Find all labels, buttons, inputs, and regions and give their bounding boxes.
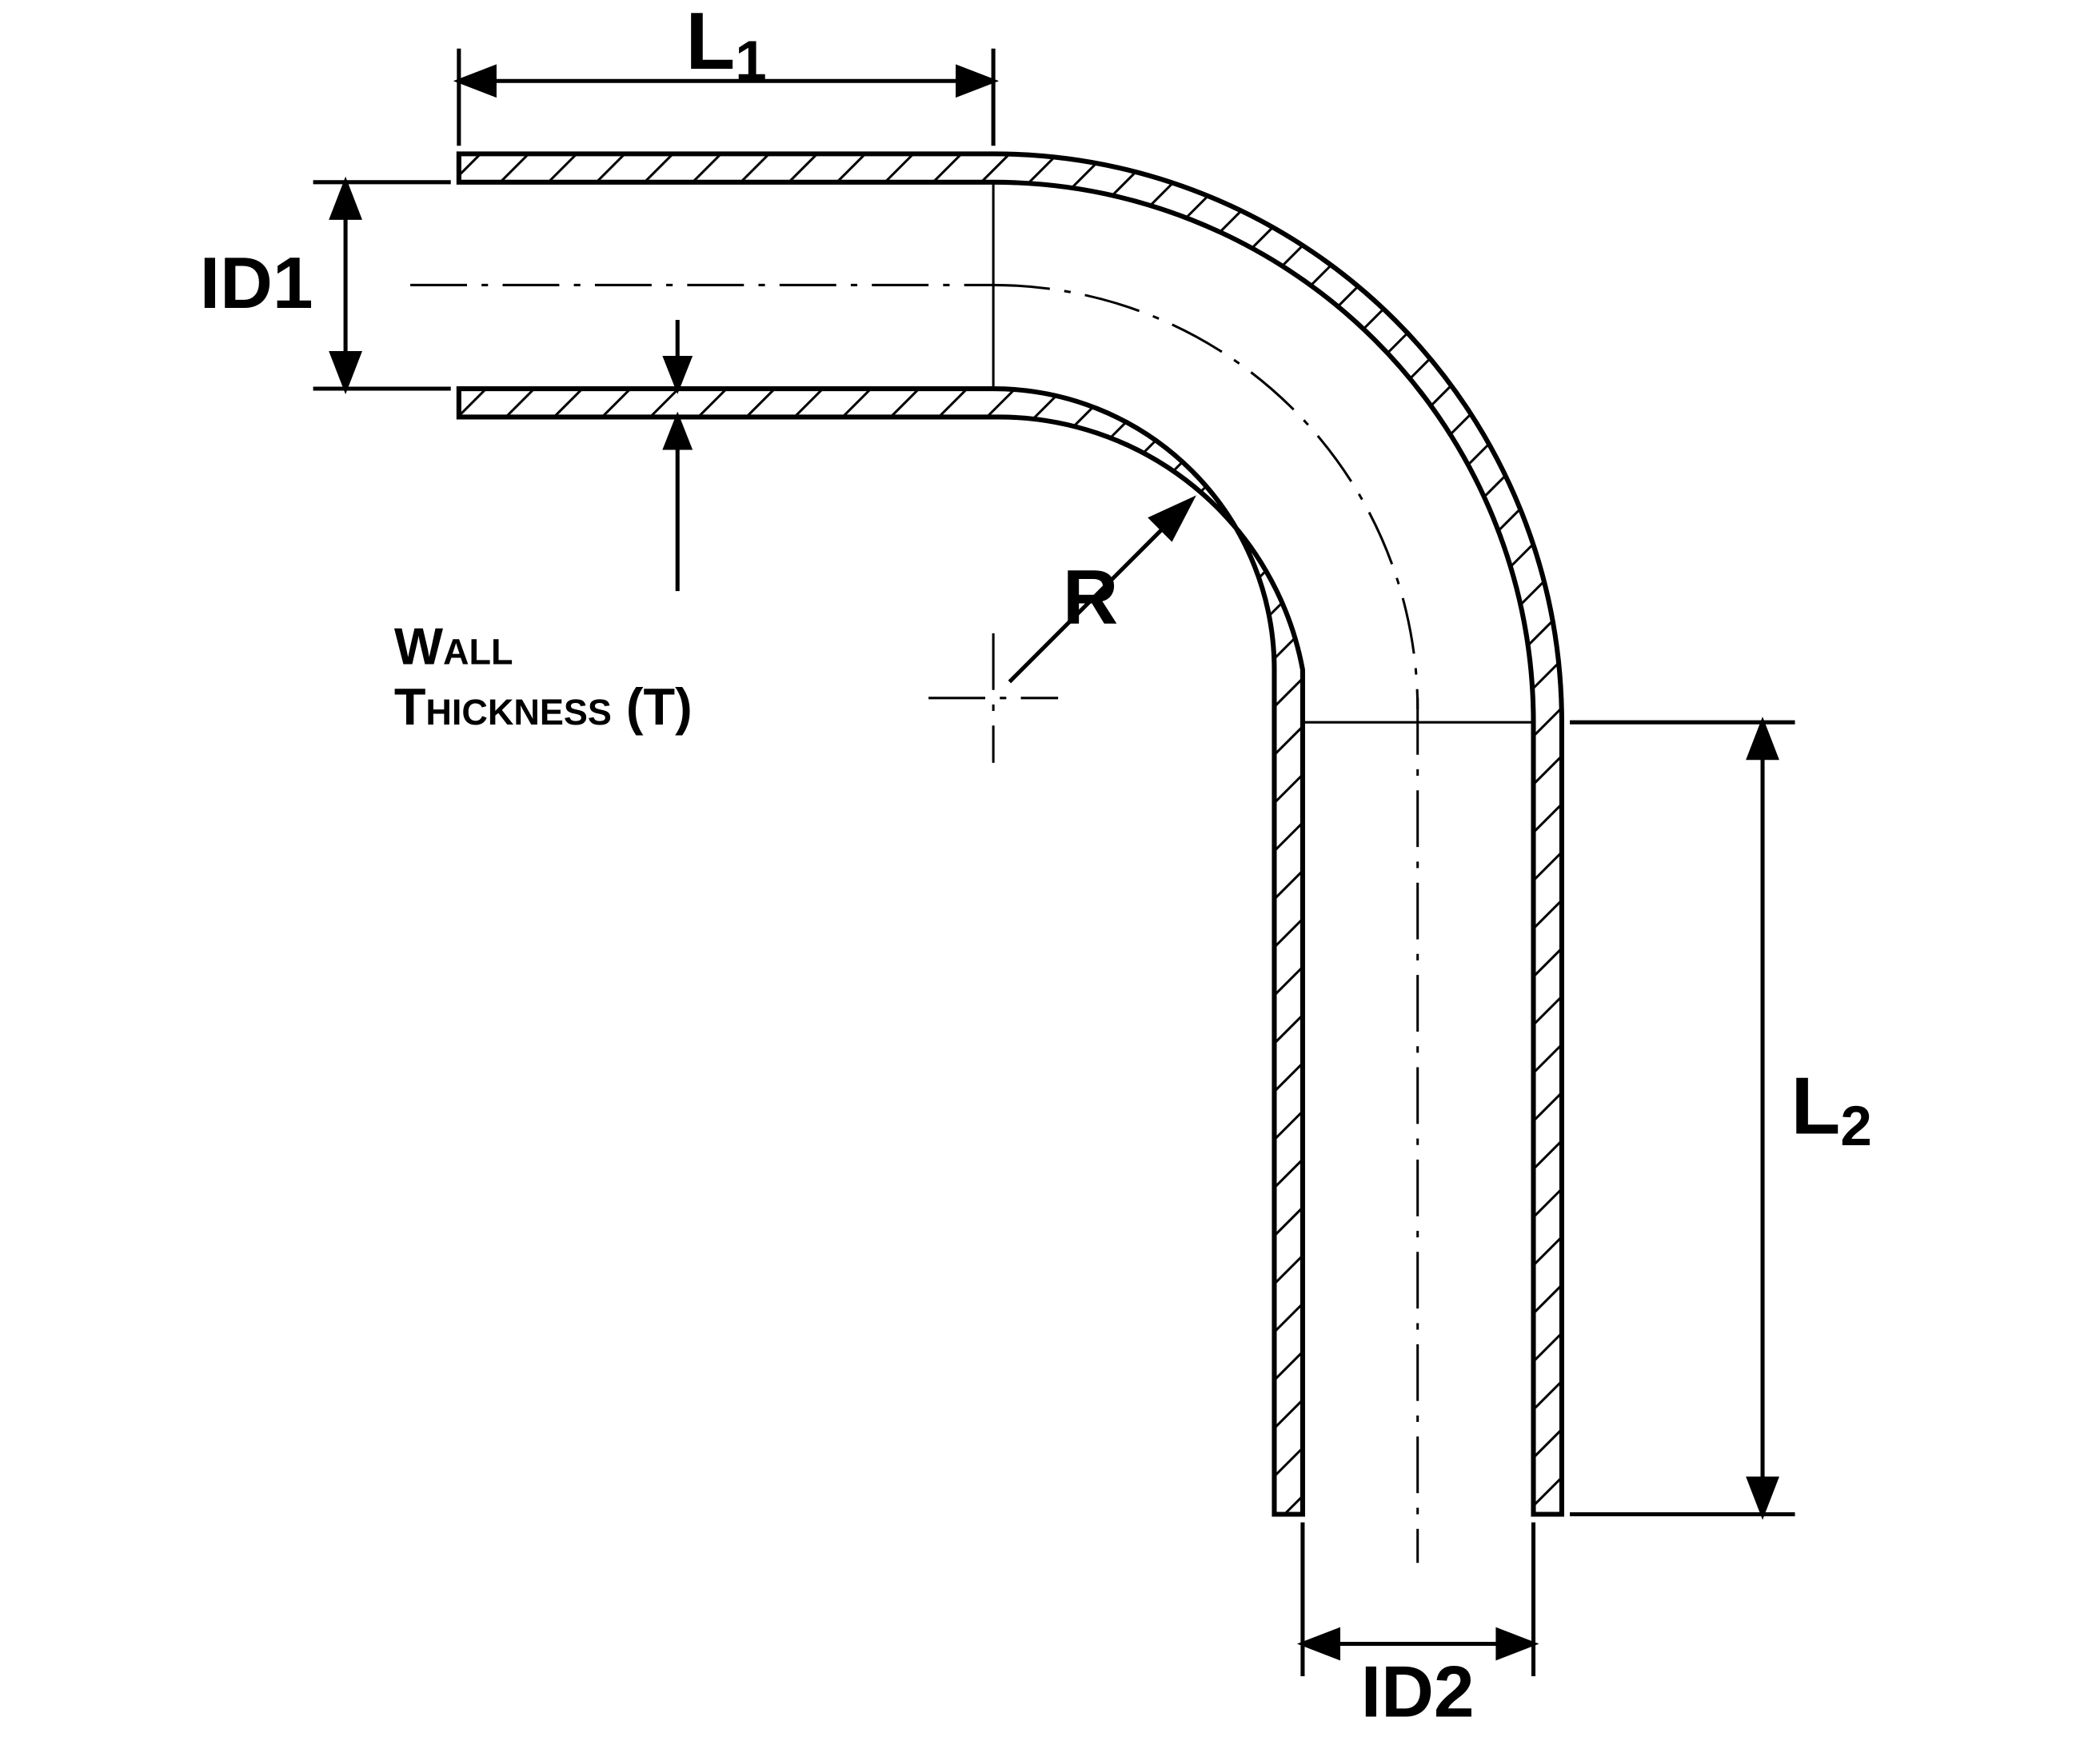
l2-sub: 2 (1840, 1095, 1871, 1158)
outer-wall (459, 154, 1562, 1514)
dim-r: R (1009, 500, 1192, 682)
inner-wall (459, 389, 1303, 1514)
id1-label: ID1 (200, 243, 313, 324)
svg-text:L1: L1 (685, 0, 766, 93)
l1-sub: 1 (735, 30, 766, 93)
r-label: R (1063, 555, 1118, 641)
elbow-drawing: L1 ID1 Wall Thickness (T) R (0, 0, 2100, 1741)
l2-label: L (1791, 1061, 1840, 1152)
dim-wall-t: Wall Thickness (T) (394, 320, 693, 736)
centerlines (410, 285, 1418, 1563)
dim-l1: L1 (459, 0, 993, 146)
id2-label: ID2 (1361, 1652, 1475, 1733)
l1-label: L (685, 0, 735, 86)
elbow-section (459, 154, 1562, 1514)
dim-l2: L2 (1570, 722, 1872, 1514)
svg-text:L2: L2 (1791, 1061, 1871, 1158)
wall-label-1: Wall (394, 617, 513, 675)
wall-label-2: Thickness (T) (394, 677, 693, 736)
